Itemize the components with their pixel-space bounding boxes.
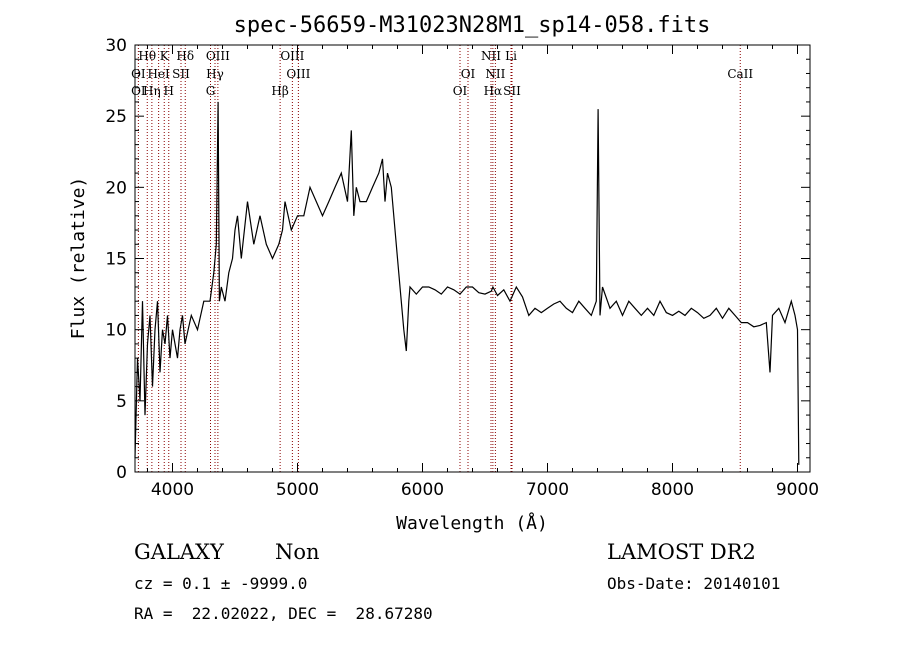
x-tick-label: 8000: [651, 480, 694, 500]
line-label: Hη: [143, 84, 161, 98]
line-label: OIII: [286, 67, 310, 81]
y-tick-label: 5: [116, 392, 127, 412]
y-tick-label: 0: [116, 463, 127, 483]
line-label: HeI: [147, 67, 170, 81]
line-label: OIII: [280, 49, 304, 63]
spectrum-series: [134, 101, 800, 465]
line-label: OIII: [206, 49, 230, 63]
plot-frame: [134, 44, 811, 473]
x-axis-ticks: 4000 5000 6000 7000 8000 9000: [147, 45, 819, 500]
line-label: Hθ: [138, 49, 156, 63]
line-label: SII: [172, 67, 190, 81]
line-label: OI: [131, 67, 146, 81]
line-label: Hβ: [271, 84, 288, 98]
x-tick-label: 7000: [526, 480, 569, 500]
y-tick-label: 20: [105, 178, 127, 198]
x-tick-label: 6000: [401, 480, 444, 500]
line-label: NII: [485, 67, 505, 81]
y-axis-label: Flux (relative): [68, 177, 89, 340]
line-label: Hα: [484, 84, 503, 98]
x-tick-label: 5000: [276, 480, 319, 500]
x-axis-label: Wavelength (Å): [396, 512, 548, 534]
y-tick-label: 25: [105, 107, 127, 127]
line-label: Hδ: [176, 49, 194, 63]
line-label: Hγ: [206, 67, 224, 81]
line-label: NII: [481, 49, 501, 63]
object-class: GALAXY: [134, 540, 224, 564]
object-subclass: Non: [275, 540, 320, 564]
y-tick-label: 30: [105, 36, 127, 56]
line-label: OI: [461, 67, 476, 81]
redshift-info: cz = 0.1 ± -9999.0: [134, 574, 308, 593]
line-label: K: [160, 49, 170, 63]
coordinates-info: RA = 22.02022, DEC = 28.67280: [134, 604, 433, 623]
obs-date: Obs-Date: 20140101: [607, 574, 781, 593]
spectrum-line: [134, 101, 800, 465]
y-tick-label: 15: [105, 250, 127, 270]
line-label: SII: [503, 84, 521, 98]
x-tick-label: 4000: [151, 480, 194, 500]
survey-label: LAMOST DR2: [607, 540, 756, 564]
spectral-line-markers: [137, 45, 741, 472]
chart-title: spec-56659-M31023N28M1_sp14-058.fits: [234, 13, 711, 38]
line-label: H: [164, 84, 174, 98]
line-label: OI: [453, 84, 468, 98]
line-label: Li: [505, 49, 517, 63]
line-label: G: [206, 84, 216, 98]
y-tick-label: 10: [105, 321, 127, 341]
x-tick-label: 9000: [776, 480, 819, 500]
y-axis-ticks: 0 5 10 15 20 25 30: [105, 36, 810, 483]
line-label: CaII: [727, 67, 753, 81]
